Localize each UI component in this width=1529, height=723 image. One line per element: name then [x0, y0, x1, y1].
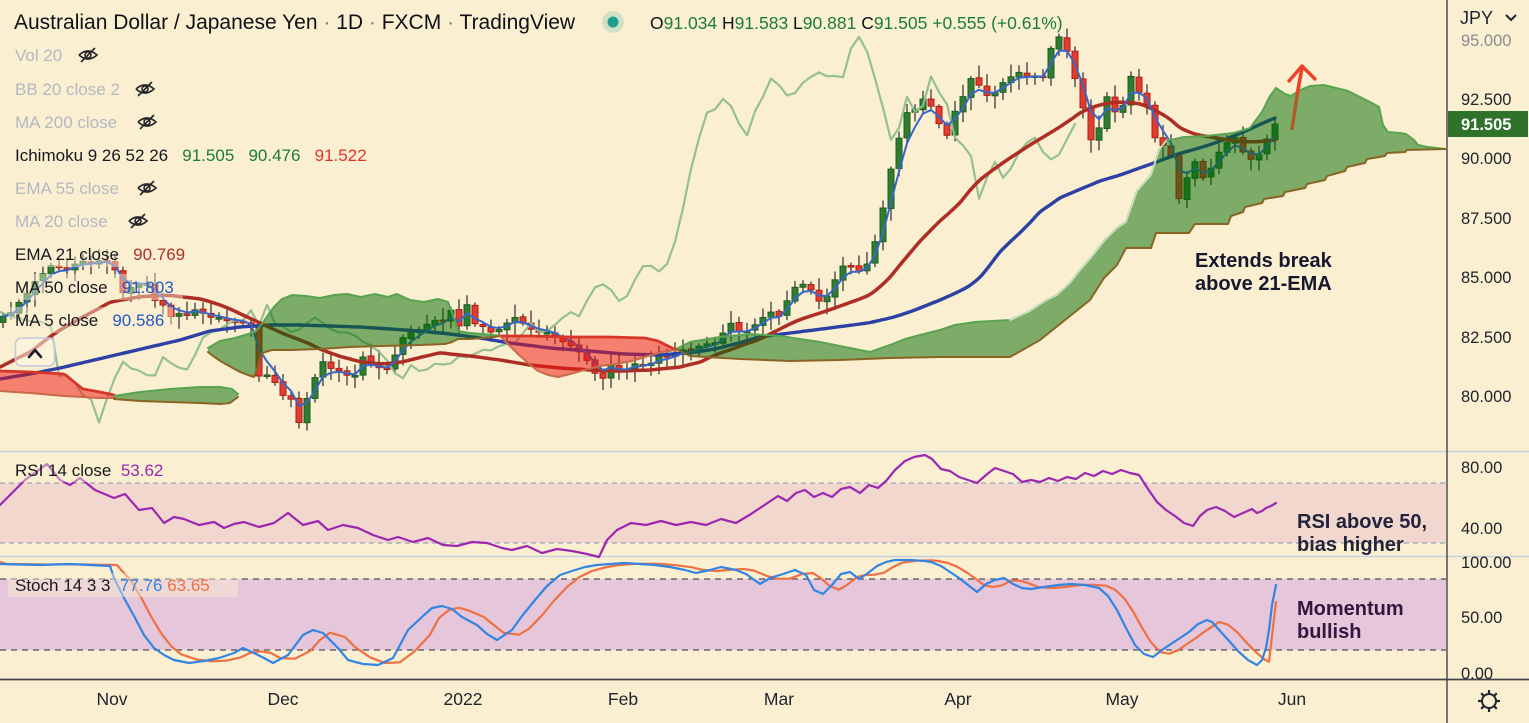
svg-text:90.000: 90.000 — [1461, 150, 1511, 168]
svg-text:Apr: Apr — [944, 689, 971, 709]
svg-text:JPY: JPY — [1460, 8, 1493, 28]
svg-text:Stoch 14 3 3 77.76 63.65: Stoch 14 3 3 77.76 63.65 — [15, 576, 210, 595]
svg-text:Jun: Jun — [1278, 689, 1306, 709]
svg-text:50.00: 50.00 — [1461, 609, 1502, 627]
svg-text:Nov: Nov — [96, 689, 127, 709]
svg-text:85.000: 85.000 — [1461, 269, 1511, 287]
svg-text:Dec: Dec — [267, 689, 298, 709]
svg-text:92.500: 92.500 — [1461, 91, 1511, 109]
svg-text:Feb: Feb — [608, 689, 638, 709]
svg-text:MA 5 close 90.586: MA 5 close 90.586 — [15, 311, 164, 330]
svg-text:MA 200 close: MA 200 close — [15, 113, 117, 132]
svg-text:BB 20 close 2: BB 20 close 2 — [15, 80, 120, 99]
svg-text:Ichimoku 9 26 52 26 91.505: Ichimoku 9 26 52 26 91.505 90.476 91.522 — [15, 146, 367, 165]
svg-text:100.00: 100.00 — [1461, 554, 1511, 572]
svg-text:87.500: 87.500 — [1461, 210, 1511, 228]
svg-text:MA 50 close 91.803: MA 50 close 91.803 — [15, 278, 174, 297]
svg-text:bias higher: bias higher — [1297, 534, 1404, 556]
svg-text:RSI 14 close 53.62: RSI 14 close 53.62 — [15, 461, 163, 480]
svg-text:Vol 20: Vol 20 — [15, 46, 62, 65]
svg-text:EMA 55 close: EMA 55 close — [15, 179, 119, 198]
svg-text:O91.034 H91.583 L90.881 C91.50: O91.034 H91.583 L90.881 C91.505 +0.555 (… — [650, 13, 1063, 33]
svg-text:RSI above 50,: RSI above 50, — [1297, 511, 1427, 533]
svg-text:Extends break: Extends break — [1195, 250, 1333, 272]
svg-text:Mar: Mar — [764, 689, 794, 709]
svg-text:82.500: 82.500 — [1461, 329, 1511, 347]
svg-text:2022: 2022 — [444, 689, 483, 709]
svg-text:EMA 21 close 90.769: EMA 21 close 90.769 — [15, 245, 185, 264]
svg-text:0.00: 0.00 — [1461, 665, 1493, 683]
svg-text:80.000: 80.000 — [1461, 388, 1511, 406]
svg-text:above 21-EMA: above 21-EMA — [1195, 273, 1332, 295]
svg-text:91.505: 91.505 — [1461, 116, 1511, 134]
svg-text:40.00: 40.00 — [1461, 520, 1502, 538]
svg-text:80.00: 80.00 — [1461, 459, 1502, 477]
svg-text:MA 20 close: MA 20 close — [15, 212, 108, 231]
svg-text:Australian Dollar / Japanese Y: Australian Dollar / Japanese Yen · 1D · … — [14, 11, 576, 34]
svg-text:Momentum: Momentum — [1297, 598, 1404, 620]
svg-text:95.000: 95.000 — [1461, 32, 1511, 50]
svg-text:May: May — [1105, 689, 1138, 709]
svg-text:bullish: bullish — [1297, 621, 1361, 643]
